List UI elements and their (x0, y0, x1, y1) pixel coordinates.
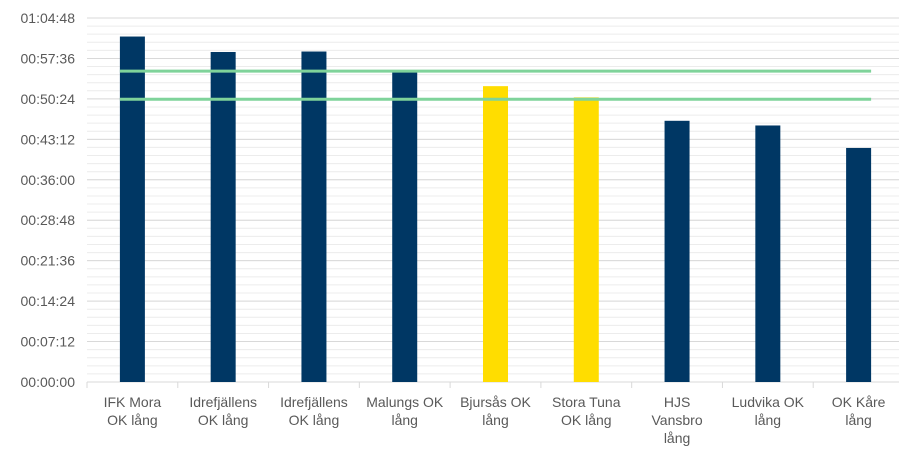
bar (392, 71, 418, 383)
x-category-label: Idrefjällens OK lång (189, 394, 257, 428)
y-tick-label: 00:28:48 (21, 212, 76, 228)
x-category-label: Stora Tuna OK lång (552, 394, 621, 428)
bar (483, 86, 508, 383)
x-category-label: IFK Mora OK lång (104, 394, 162, 428)
y-tick-label: 00:14:24 (21, 293, 76, 309)
y-tick-label: 00:00:00 (21, 374, 76, 390)
y-tick-label: 01:04:48 (21, 10, 76, 26)
y-tick-label: 00:57:36 (21, 50, 76, 66)
x-category-label: Ludvika OK lång (732, 394, 805, 428)
bar (210, 51, 236, 383)
x-category-label: Malungs OK lång (366, 394, 444, 428)
bar (573, 97, 599, 383)
x-category-label: Idrefjällens OK lång (280, 394, 348, 428)
y-tick-label: 00:36:00 (21, 172, 76, 188)
bar (755, 125, 781, 383)
x-category-label: Bjursås OK lång (460, 394, 531, 428)
bar (301, 51, 327, 383)
y-tick-label: 00:43:12 (21, 131, 76, 147)
y-tick-label: 00:21:36 (21, 253, 76, 269)
y-tick-label: 00:50:24 (21, 91, 76, 107)
x-category-label: HJS Vansbro lång (652, 394, 703, 446)
bar (664, 120, 690, 382)
x-category-label: OK Kåre lång (832, 394, 886, 428)
bar (119, 36, 145, 382)
y-tick-label: 00:07:12 (21, 334, 76, 350)
bar (846, 147, 872, 382)
